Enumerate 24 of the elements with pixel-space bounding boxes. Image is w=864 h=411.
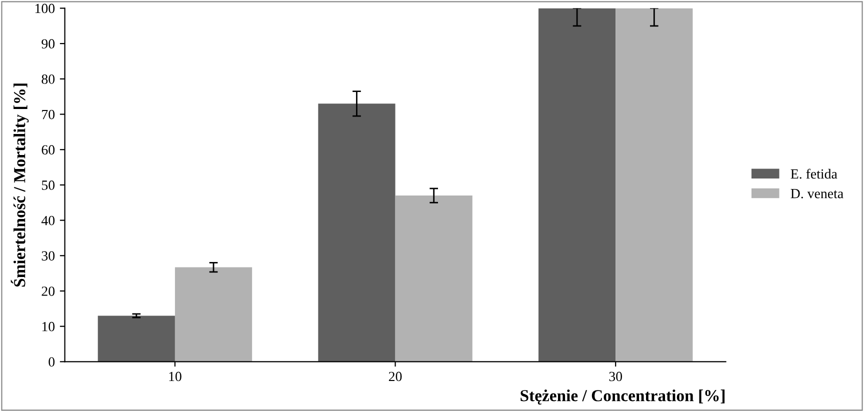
x-tick-label: 30 — [609, 372, 622, 382]
y-axis-title: Śmiertelność / Mortality [%] — [10, 84, 29, 287]
bar — [318, 104, 396, 362]
y-tick-label: 80 — [42, 74, 55, 84]
bar — [395, 196, 472, 362]
y-tick-label: 30 — [42, 251, 55, 261]
bar — [538, 8, 616, 362]
x-axis-title: Stężenie / Concentration [%] — [520, 390, 725, 405]
bar — [616, 8, 693, 362]
legend-label: D. veneta — [790, 189, 844, 198]
y-tick-label: 90 — [42, 39, 55, 49]
y-tick-label: 50 — [42, 180, 55, 190]
y-tick-label: 10 — [42, 322, 55, 332]
legend-label: E. fetida — [790, 168, 838, 179]
y-tick-label: 100 — [35, 4, 55, 14]
y-tick-label: 20 — [42, 286, 55, 296]
x-tick-label: 20 — [388, 372, 402, 382]
y-tick-label: 60 — [42, 145, 55, 155]
x-tick-label: 10 — [169, 372, 182, 382]
bar — [98, 316, 175, 362]
y-tick-label: 0 — [48, 357, 55, 367]
y-tick-label: 70 — [42, 110, 55, 120]
y-tick-label: 40 — [41, 216, 55, 226]
bar — [174, 267, 252, 362]
